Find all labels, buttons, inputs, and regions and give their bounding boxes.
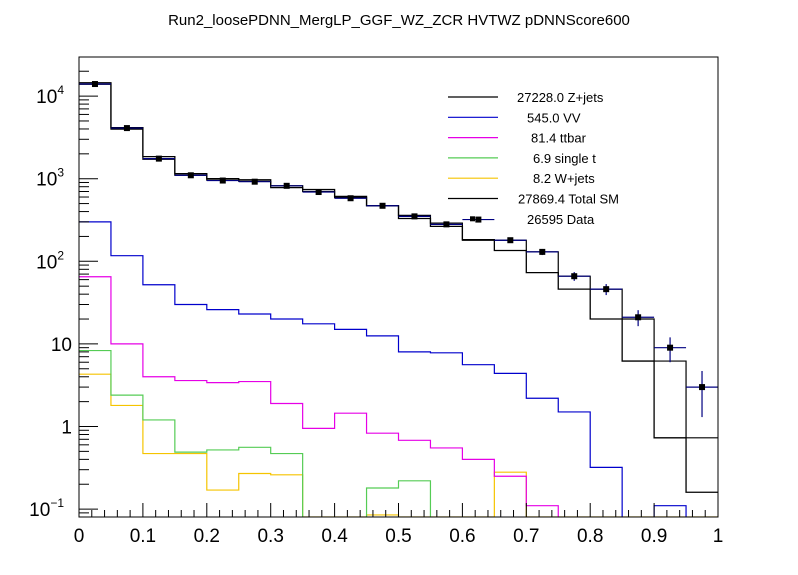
x-tick-label: 0.6 bbox=[449, 526, 475, 547]
legend-entry: 81.4 ttbar bbox=[448, 131, 587, 146]
data-point bbox=[142, 155, 175, 162]
legend-label: 8.2 W+jets bbox=[533, 171, 595, 186]
legend-marker bbox=[470, 216, 475, 222]
legend-label: 545.0 VV bbox=[527, 110, 581, 125]
data-point bbox=[270, 182, 303, 189]
legend-entry: 8.2 W+jets bbox=[448, 171, 595, 186]
data-point bbox=[398, 213, 431, 220]
x-tick-label: 0.4 bbox=[321, 526, 348, 547]
y-tick-label: 10 bbox=[51, 335, 72, 356]
data-point bbox=[238, 178, 271, 185]
histogram-line-w-jets bbox=[79, 373, 718, 517]
x-tick-label: 0.8 bbox=[577, 526, 603, 547]
data-point bbox=[110, 125, 143, 132]
y-tick-label: 103 bbox=[36, 166, 64, 191]
legend-entry: 26595 Data bbox=[470, 212, 595, 227]
legend-label: 27869.4 Total SM bbox=[518, 192, 619, 207]
x-tick-label: 0.3 bbox=[257, 526, 283, 547]
data-point bbox=[526, 248, 559, 256]
data-point bbox=[79, 81, 111, 88]
data-point bbox=[334, 195, 367, 202]
data-point bbox=[430, 221, 463, 228]
x-tick-label: 0.2 bbox=[194, 526, 220, 547]
x-tick-label: 0.7 bbox=[513, 526, 539, 547]
histogram-line-ttbar bbox=[79, 276, 559, 517]
legend-entry: 27869.4 Total SM bbox=[448, 192, 619, 207]
data-point bbox=[590, 284, 623, 296]
legend-label: 27228.0 Z+jets bbox=[517, 90, 604, 105]
data-point bbox=[622, 310, 655, 327]
x-tick-label: 0.5 bbox=[385, 526, 411, 547]
y-tick-label: 104 bbox=[36, 83, 64, 108]
histogram-line-z-jets bbox=[79, 83, 718, 439]
legend-label: 6.9 single t bbox=[533, 151, 596, 166]
data-point bbox=[462, 216, 495, 223]
legend-entry: 545.0 VV bbox=[448, 110, 581, 125]
histogram-line-single-t bbox=[79, 349, 432, 517]
data-point bbox=[654, 337, 687, 363]
x-tick-label: 0.1 bbox=[130, 526, 156, 547]
data-point bbox=[302, 189, 335, 196]
data-point bbox=[558, 272, 591, 281]
data-point bbox=[494, 237, 527, 244]
chart-title: Run2_loosePDNN_MergLP_GGF_WZ_ZCR HVTWZ p… bbox=[168, 12, 630, 29]
data-point bbox=[206, 177, 239, 184]
legend-entry: 27228.0 Z+jets bbox=[448, 90, 604, 105]
data-point bbox=[366, 202, 399, 209]
x-tick-label: 0.9 bbox=[641, 526, 667, 547]
legend-label: 81.4 ttbar bbox=[531, 131, 587, 146]
data-point bbox=[686, 370, 718, 418]
data-point bbox=[174, 172, 207, 179]
x-tick-label: 1 bbox=[713, 526, 724, 547]
y-tick-label: 1 bbox=[61, 418, 72, 439]
histogram-line-vv bbox=[79, 221, 687, 517]
legend-entry: 6.9 single t bbox=[448, 151, 596, 166]
y-tick-label: 102 bbox=[36, 248, 64, 273]
legend-label: 26595 Data bbox=[527, 212, 595, 227]
x-tick-label: 0 bbox=[74, 526, 85, 547]
y-tick-label: 10−1 bbox=[29, 496, 64, 521]
